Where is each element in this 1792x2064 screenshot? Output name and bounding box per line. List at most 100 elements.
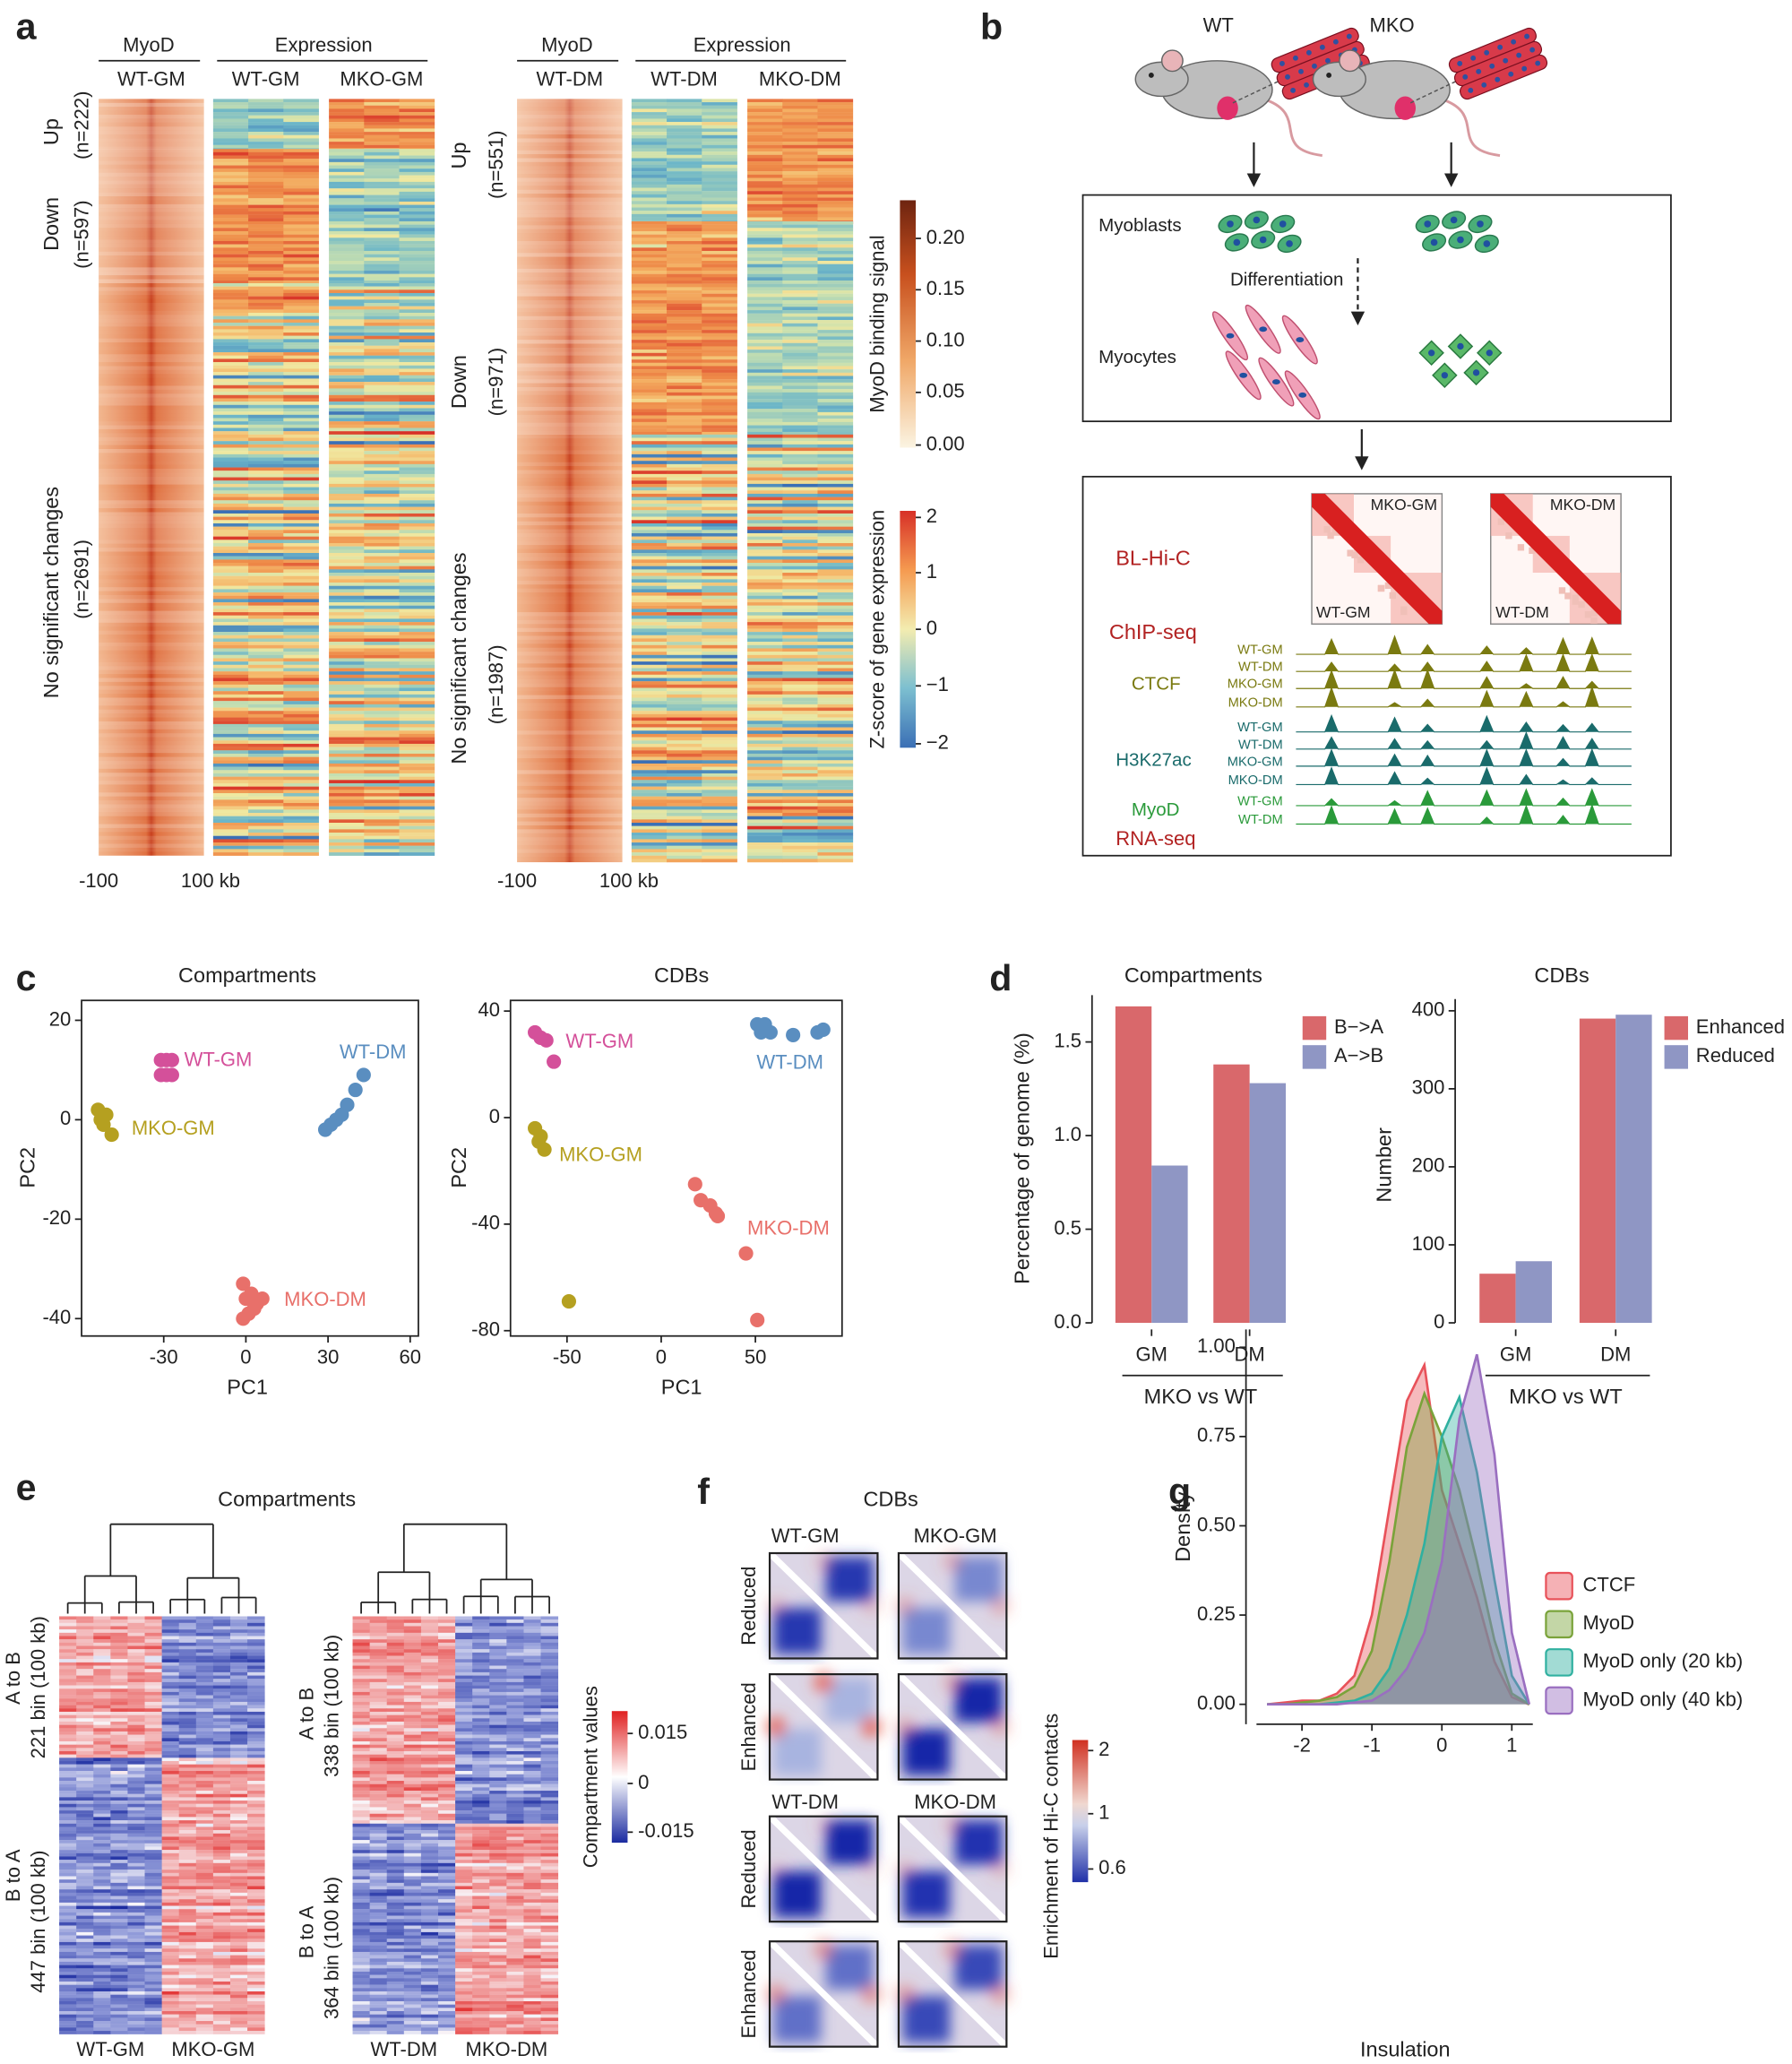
expression-cell	[702, 799, 737, 804]
compartment-cell	[229, 1870, 248, 1873]
compartment-cell	[144, 1810, 163, 1814]
compartment-cell	[110, 1695, 128, 1699]
compartment-cell	[127, 1797, 145, 1801]
expression-cell	[667, 399, 702, 403]
expression-cell	[212, 453, 249, 458]
heat-noise	[517, 833, 623, 838]
compartment-cell	[110, 1899, 128, 1904]
track-label: MKO-DM	[1228, 773, 1283, 788]
expression-cell	[399, 740, 435, 745]
expression-cell	[364, 635, 400, 639]
expression-cell	[702, 694, 737, 698]
compartment-cell	[110, 1797, 128, 1801]
expression-cell	[631, 625, 668, 629]
expression-cell	[212, 516, 249, 521]
expression-cell	[667, 776, 702, 781]
expression-cell	[631, 845, 668, 850]
compartment-cell	[59, 1836, 77, 1841]
expression-cell	[364, 770, 400, 774]
compartment-cell	[93, 1791, 111, 1794]
compartment-cell	[161, 1909, 180, 1913]
compartment-cell	[161, 1843, 180, 1847]
heat-noise	[517, 517, 623, 522]
expression-cell	[399, 773, 435, 777]
expression-cell	[667, 839, 702, 843]
compartment-cell	[76, 1978, 94, 1982]
compartment-cell	[195, 1974, 214, 1979]
expression-cell	[364, 790, 400, 794]
expression-cell	[631, 240, 668, 245]
expression-cell	[283, 447, 319, 452]
expression-cell	[817, 510, 854, 514]
expression-cell	[212, 556, 249, 560]
expression-cell	[364, 142, 400, 145]
expression-cell	[817, 213, 854, 218]
heat-noise	[517, 261, 623, 265]
heat-noise	[517, 580, 623, 585]
expression-cell	[248, 461, 284, 465]
expression-cell	[399, 549, 435, 554]
expression-cell	[702, 247, 737, 252]
expression-cell	[248, 520, 284, 524]
expression-cell	[399, 615, 435, 619]
compartment-cell	[229, 1771, 248, 1775]
compartment-cell	[127, 1681, 145, 1686]
expression-cell	[667, 419, 702, 423]
expression-cell	[667, 556, 702, 560]
expression-cell	[364, 224, 400, 229]
expression-cell	[399, 175, 435, 179]
expression-cell	[248, 816, 284, 820]
compartment-cell	[144, 1939, 163, 1943]
mouse-ear	[1339, 49, 1362, 73]
compartment-cell	[144, 1984, 163, 1989]
track	[1296, 713, 1632, 733]
expression-cell	[631, 431, 668, 436]
heat-noise	[99, 255, 204, 260]
expression-cell	[399, 668, 435, 672]
legend-swatch	[1545, 1610, 1573, 1639]
expression-cell	[747, 546, 783, 550]
compartment-cell	[195, 1850, 214, 1853]
expression-cell	[329, 467, 365, 471]
expression-cell	[702, 405, 737, 410]
expression-cell	[667, 799, 702, 804]
expression-cell	[667, 615, 702, 619]
expression-cell	[212, 520, 249, 524]
expression-cell	[667, 707, 702, 712]
compartment-cell	[76, 1981, 94, 1985]
heat-noise	[517, 177, 623, 182]
heat-noise	[99, 602, 204, 608]
heat-noise	[99, 152, 204, 157]
heat-noise	[99, 282, 204, 288]
expression-cell	[364, 684, 400, 688]
expression-cell	[782, 825, 818, 830]
compartment-cell	[178, 1740, 197, 1745]
compartment-cell	[93, 1761, 111, 1765]
compartment-cell	[161, 1896, 180, 1900]
compartment-cell	[76, 1803, 94, 1808]
point	[815, 1022, 831, 1038]
expression-cell	[212, 727, 249, 731]
legend-swatch	[1545, 1648, 1573, 1677]
expression-cell	[631, 211, 668, 215]
expression-cell	[399, 599, 435, 603]
compartment-cell	[127, 1889, 145, 1893]
expression-cell	[329, 721, 365, 725]
heat-noise	[517, 714, 623, 720]
compartment-cell	[161, 1649, 180, 1654]
compartment-cell	[144, 1793, 163, 1798]
expression-cell	[702, 399, 737, 403]
compartment-cell	[195, 1764, 214, 1768]
box-assays	[1081, 475, 1672, 857]
expression-cell	[817, 516, 854, 521]
expression-cell	[248, 622, 284, 626]
mouse-ear	[1160, 49, 1184, 73]
expression-cell	[248, 204, 284, 209]
expression-cell	[631, 254, 668, 258]
compartment-cell	[247, 1860, 265, 1863]
expression-cell	[399, 480, 435, 485]
compartment-cell	[229, 1941, 248, 1946]
compartment-cell	[144, 1626, 163, 1630]
expression-cell	[631, 379, 668, 383]
expression-cell	[702, 559, 737, 564]
